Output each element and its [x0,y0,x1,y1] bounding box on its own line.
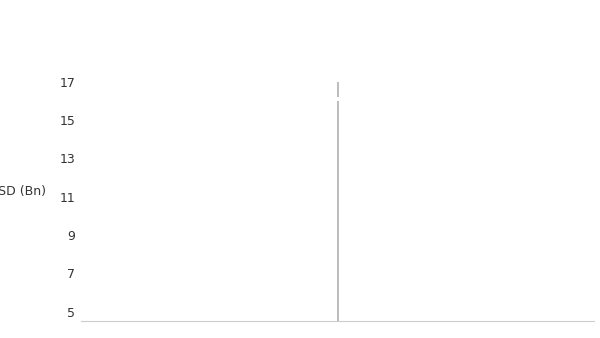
Y-axis label: USD (Bn): USD (Bn) [0,185,46,198]
Text: R&D spend : VW (highest R&D spender in Auto) vs Tech Companies: R&D spend : VW (highest R&D spender in A… [11,21,600,39]
